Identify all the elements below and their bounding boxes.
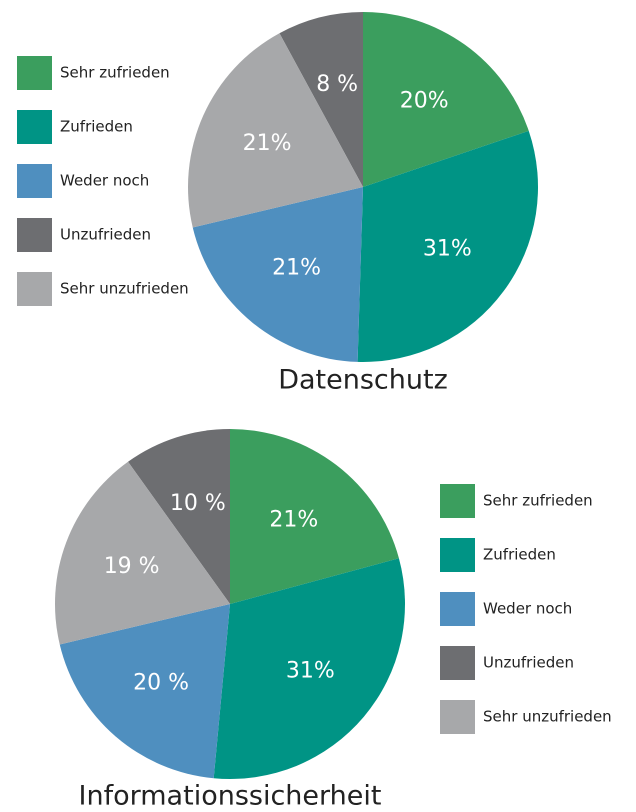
- pie-slice: [230, 429, 399, 604]
- legend-swatch: [440, 646, 475, 680]
- slice-label: 20%: [400, 89, 449, 114]
- legend-label: Sehr unzufrieden: [60, 280, 189, 298]
- pie-slice: [187, 33, 363, 228]
- pie-slice: [59, 604, 231, 779]
- chart-title: Datenschutz: [278, 365, 448, 396]
- legend-label: Unzufrieden: [483, 654, 574, 672]
- legend-swatch: [440, 592, 475, 626]
- slice-label: 21%: [243, 131, 292, 156]
- legend-swatch: [17, 56, 52, 90]
- slice-label: 20 %: [133, 670, 189, 695]
- pie-slice: [279, 12, 363, 187]
- legend-swatch: [440, 538, 475, 572]
- pie-slice: [357, 130, 538, 362]
- pie-slice: [192, 187, 363, 362]
- legend-label: Weder noch: [483, 600, 572, 618]
- legend-swatch: [440, 700, 475, 734]
- slice-label: 31%: [286, 659, 335, 684]
- slice-label: 21%: [272, 255, 321, 280]
- pie-slice: [213, 558, 405, 779]
- slice-label: 21%: [269, 508, 318, 533]
- legend-label: Sehr zufrieden: [60, 64, 170, 82]
- legend-label: Zufrieden: [483, 546, 556, 564]
- legend-swatch: [17, 164, 52, 198]
- legend-label: Weder noch: [60, 172, 149, 190]
- pie-slice: [363, 12, 529, 187]
- slice-label: 8 %: [316, 72, 358, 97]
- legend-label: Unzufrieden: [60, 226, 151, 244]
- legend-swatch: [440, 484, 475, 518]
- slice-label: 10 %: [170, 491, 226, 516]
- slice-label: 19 %: [104, 554, 160, 579]
- legend-swatch: [17, 218, 52, 252]
- pie-slice: [128, 429, 230, 604]
- slice-label: 31%: [423, 237, 472, 262]
- legend-label: Zufrieden: [60, 118, 133, 136]
- legend-swatch: [17, 110, 52, 144]
- legend-swatch: [17, 272, 52, 306]
- legend-label: Sehr zufrieden: [483, 492, 593, 510]
- legend-label: Sehr unzufrieden: [483, 708, 612, 726]
- chart-title: Informationssicherheit: [79, 781, 382, 812]
- pie-slice: [54, 461, 230, 645]
